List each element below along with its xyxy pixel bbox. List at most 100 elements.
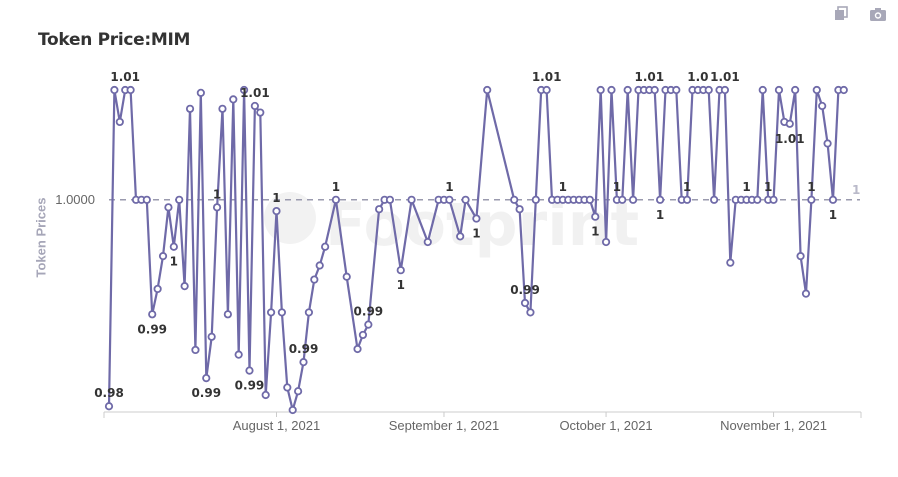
data-point[interactable] [618, 195, 627, 204]
data-point[interactable] [110, 85, 119, 95]
data-point[interactable] [596, 85, 605, 95]
data-point[interactable] [169, 242, 178, 251]
data-point[interactable] [655, 195, 665, 204]
data-point[interactable] [158, 252, 168, 261]
data-point[interactable] [769, 195, 778, 204]
data-point[interactable] [520, 298, 530, 308]
data-point[interactable] [180, 282, 189, 291]
data-point[interactable] [456, 232, 465, 241]
data-label: 1 [272, 191, 280, 205]
data-point[interactable] [229, 95, 238, 104]
data-point[interactable] [510, 195, 519, 204]
data-point[interactable] [315, 261, 324, 270]
data-point[interactable] [261, 390, 270, 400]
data-point[interactable] [375, 205, 384, 214]
data-point[interactable] [342, 272, 351, 281]
data-point[interactable] [164, 203, 173, 212]
data-point[interactable] [234, 350, 243, 359]
data-point[interactable] [461, 195, 470, 204]
data-point[interactable] [812, 85, 821, 95]
data-point[interactable] [628, 195, 638, 204]
data-point[interactable] [358, 330, 368, 340]
data-point[interactable] [515, 205, 524, 214]
data-point[interactable] [331, 195, 341, 204]
data-point[interactable] [185, 104, 195, 113]
data-point[interactable] [445, 195, 454, 204]
copy-icon[interactable] [833, 6, 849, 22]
data-point[interactable] [218, 104, 227, 113]
data-point[interactable] [791, 85, 800, 95]
data-point[interactable] [304, 308, 314, 317]
data-point[interactable] [423, 237, 432, 247]
data-point[interactable] [623, 85, 632, 95]
data-point[interactable] [758, 85, 767, 95]
data-point[interactable] [407, 195, 416, 204]
data-point[interactable] [126, 85, 135, 95]
data-point[interactable] [828, 195, 838, 204]
data-point[interactable] [531, 195, 540, 204]
x-tick-label: August 1, 2021 [233, 418, 320, 433]
data-point[interactable] [277, 308, 286, 317]
data-point[interactable] [207, 332, 216, 341]
data-point[interactable] [483, 85, 492, 95]
data-point[interactable] [396, 266, 405, 275]
data-point[interactable] [104, 402, 114, 411]
data-point[interactable] [299, 358, 308, 367]
data-label: 1.01 [775, 132, 805, 146]
data-point[interactable] [283, 383, 292, 392]
data-point[interactable] [591, 212, 600, 221]
data-point[interactable] [202, 373, 211, 383]
data-point[interactable] [704, 85, 713, 95]
data-point[interactable] [472, 214, 481, 223]
data-point[interactable] [153, 284, 162, 294]
data-point[interactable] [683, 195, 692, 204]
camera-icon[interactable] [869, 6, 886, 22]
data-point[interactable] [175, 195, 184, 204]
data-point[interactable] [148, 310, 157, 319]
data-point[interactable] [272, 206, 281, 216]
chart-title: Token Price:MIM [38, 30, 191, 50]
data-point[interactable] [310, 275, 319, 284]
data-point[interactable] [250, 101, 259, 111]
data-point[interactable] [726, 258, 735, 267]
data-point[interactable] [266, 308, 276, 317]
data-point[interactable] [542, 85, 551, 95]
data-point[interactable] [191, 345, 200, 355]
data-point[interactable] [212, 203, 222, 212]
data-point[interactable] [785, 119, 794, 128]
data-label: 1.0 [687, 70, 708, 84]
data-point[interactable] [753, 195, 762, 204]
data-point[interactable] [196, 88, 205, 97]
data-point[interactable] [839, 85, 848, 95]
data-point[interactable] [807, 195, 816, 204]
data-point[interactable] [710, 195, 719, 204]
reference-line-label: 1 [852, 183, 860, 197]
data-point[interactable] [142, 195, 151, 204]
data-point[interactable] [223, 310, 232, 319]
data-point[interactable] [601, 237, 611, 247]
data-point[interactable] [256, 108, 265, 117]
data-point[interactable] [115, 117, 124, 127]
data-label: 1.01 [634, 70, 664, 84]
data-point[interactable] [801, 289, 811, 298]
data-point[interactable] [774, 85, 784, 95]
data-point[interactable] [245, 366, 254, 375]
data-label: 0.99 [137, 322, 167, 336]
data-point[interactable] [720, 85, 730, 95]
data-point[interactable] [650, 85, 659, 95]
data-point[interactable] [239, 85, 249, 95]
data-point[interactable] [796, 252, 805, 261]
data-point[interactable] [823, 139, 832, 148]
data-point[interactable] [288, 405, 297, 415]
data-point[interactable] [607, 85, 616, 95]
data-point[interactable] [353, 344, 362, 354]
data-point[interactable] [585, 195, 594, 204]
data-point[interactable] [672, 85, 681, 95]
data-point[interactable] [321, 242, 330, 251]
data-point[interactable] [294, 387, 303, 396]
data-point[interactable] [385, 195, 395, 204]
data-point[interactable] [818, 101, 827, 111]
data-point[interactable] [526, 308, 535, 317]
data-point[interactable] [364, 320, 373, 329]
data-label: 1.01 [532, 70, 562, 84]
